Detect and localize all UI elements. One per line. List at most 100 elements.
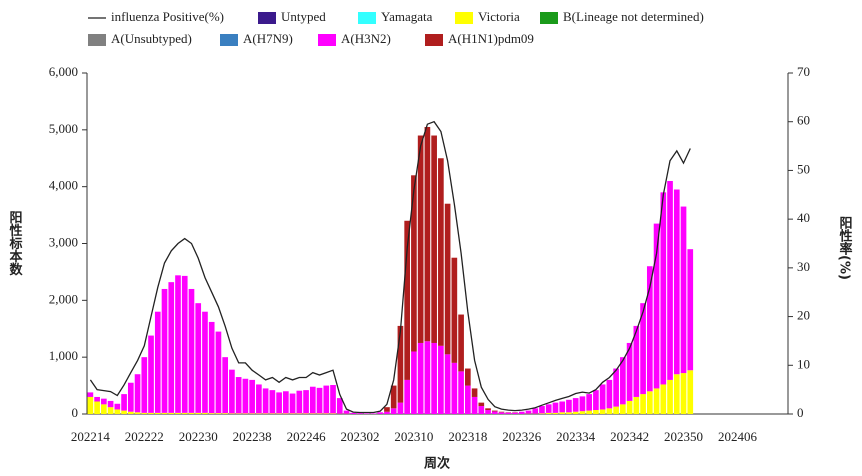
bar-segment (87, 392, 94, 397)
bar-segment (370, 413, 377, 414)
bar-segment (491, 410, 498, 412)
bar-segment (485, 408, 491, 411)
bar-segment (202, 412, 208, 414)
bar-segment (404, 220, 410, 380)
y-tick-label: 1,000 (49, 348, 78, 363)
bar-segment (384, 411, 390, 414)
bar-segment (417, 342, 424, 414)
bar-segment (283, 413, 289, 414)
bar-segment (593, 390, 599, 411)
bar-segment (579, 396, 586, 412)
bar-segment (552, 412, 559, 414)
bar-segment (208, 413, 215, 414)
y-tick-label: 3,000 (49, 234, 78, 249)
bar-segment (107, 400, 114, 408)
legend-swatch (318, 34, 336, 46)
y2-tick-label: 30 (797, 259, 810, 274)
bar-segment (175, 275, 181, 413)
bar-segment (512, 412, 518, 414)
bar-segment (262, 388, 269, 414)
y-tick-label: 4,000 (49, 178, 78, 193)
bar-segment (168, 282, 175, 413)
bar-segment (491, 411, 498, 414)
bar-segment (127, 411, 134, 414)
bar-segment (599, 384, 606, 410)
bar-segment (599, 409, 606, 414)
bar-segment (397, 402, 404, 414)
bar-segment (309, 386, 316, 414)
bar-segment (181, 412, 188, 414)
bar-segment (148, 412, 154, 414)
bar-segment (289, 413, 296, 414)
bar-segment (296, 390, 303, 414)
y2-tick-label: 0 (797, 405, 804, 420)
y-axis-label: 阳性标本数 (7, 211, 24, 277)
legend-label: B(Lineage not determined) (563, 9, 704, 24)
bar-segment (545, 404, 552, 413)
bar-segment (256, 384, 262, 414)
bar-segment (343, 410, 350, 414)
bar-segment (222, 357, 229, 414)
bar-segment (586, 394, 592, 411)
legend-label: Victoria (478, 9, 520, 24)
bar-segment (222, 413, 229, 414)
bar-segment (141, 412, 148, 414)
x-tick-label: 202342 (610, 429, 649, 444)
bar-segment (438, 345, 444, 414)
bar-segment (181, 275, 188, 413)
bar-segment (269, 390, 276, 414)
bar-segment (215, 413, 222, 414)
bar-segment (101, 398, 107, 405)
x-tick-label: 202350 (664, 429, 703, 444)
bar-segment (640, 394, 646, 414)
bar-segment (620, 404, 626, 414)
bar-segment (249, 379, 255, 414)
bar-segment (141, 357, 148, 413)
bar-segment (397, 325, 404, 403)
bar-segment (127, 382, 134, 412)
bar-segment (175, 412, 181, 414)
bar-segment (444, 354, 451, 414)
y-tick-label: 0 (72, 405, 79, 420)
bar-segment (188, 412, 195, 414)
bar-segment (134, 374, 141, 413)
bar-segment (384, 407, 390, 412)
bar-segment (195, 303, 202, 413)
bar-segment (653, 388, 660, 414)
bar-segment (114, 403, 121, 410)
bar-segment (438, 158, 444, 346)
bar-segment (168, 412, 175, 414)
x-tick-label: 202230 (179, 429, 218, 444)
bar-segment (606, 379, 613, 409)
legend-swatch (220, 34, 238, 46)
bar-segment (465, 385, 471, 414)
bar-segment (121, 410, 127, 414)
legend-label: A(H1N1)pdm09 (448, 31, 534, 46)
bar-segment (586, 410, 592, 414)
bar-segment (545, 412, 552, 414)
legend-label: A(H3N2) (341, 31, 391, 46)
x-tick-label: 202318 (448, 429, 487, 444)
bar-segment (667, 379, 673, 414)
bar-segment (606, 408, 613, 414)
legend-label: influenza Positive(%) (111, 9, 224, 24)
bar-segment (566, 399, 572, 413)
bar-segment (235, 377, 242, 414)
bar-segment (424, 126, 431, 342)
bar-segment (229, 369, 235, 414)
x-tick-label: 202406 (718, 429, 758, 444)
bar-segment (303, 390, 309, 414)
bar-segment (411, 175, 417, 352)
bar-segment (94, 401, 100, 414)
legend-label: A(H7N9) (243, 31, 293, 46)
bar-segment (633, 325, 640, 397)
bar-segment (444, 203, 451, 355)
x-tick-label: 202246 (287, 429, 327, 444)
x-tick-label: 202238 (233, 429, 272, 444)
y2-tick-label: 60 (797, 113, 810, 128)
bar-segment (620, 357, 626, 405)
bar-segment (87, 396, 94, 414)
legend-swatch (358, 12, 376, 24)
bar-segment (336, 398, 343, 414)
